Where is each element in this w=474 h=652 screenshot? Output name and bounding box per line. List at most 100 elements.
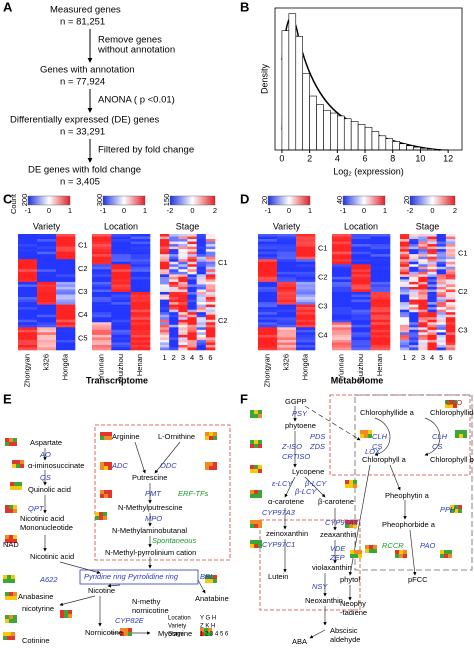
label: α-iminosuccinate — [28, 461, 84, 470]
heatmap-cell — [92, 305, 112, 308]
heatmap-cell — [446, 325, 455, 328]
heatmap-cell — [409, 252, 418, 255]
heatmap-cell — [111, 337, 131, 340]
heatmap-cell — [188, 259, 197, 262]
heatmap-cell — [206, 289, 215, 292]
heatmap-cell — [178, 267, 187, 270]
heatmap-cell — [188, 335, 197, 338]
heatmap-cell — [197, 289, 206, 292]
tile-cell — [99, 516, 103, 520]
heatmap-cell — [258, 345, 277, 348]
hist-bar — [400, 144, 407, 150]
heatmap-cell — [258, 234, 277, 237]
heatmap-cell — [206, 317, 215, 320]
color-key — [343, 196, 385, 205]
heatmap-cell — [258, 312, 277, 315]
heat-tile — [95, 512, 107, 520]
heatmap-cell — [437, 325, 446, 328]
heatmap-cell — [418, 295, 427, 298]
label: Chlorophyllide a — [360, 408, 415, 417]
heatmap-cell — [371, 269, 391, 272]
heatmap-cell — [206, 272, 215, 275]
heatmap-cell — [160, 310, 169, 313]
heatmap-cell — [437, 264, 446, 267]
heatmap-cell — [92, 254, 112, 257]
tile-cell — [7, 632, 11, 636]
heatmap-cell — [446, 239, 455, 242]
heatmap-cell — [371, 247, 391, 250]
label: Chlorophyllide b — [430, 408, 474, 417]
label: PPH — [440, 505, 456, 514]
heatmap-cell — [296, 330, 315, 333]
x-tick-label: 6 — [363, 153, 368, 163]
heatmap-cell — [332, 257, 352, 260]
heatmap-cell — [400, 302, 409, 305]
heatmap-cell — [160, 272, 169, 275]
tile-cell — [209, 432, 213, 436]
heatmap-cell — [178, 234, 187, 237]
heatmap-cell — [332, 315, 352, 318]
heatmap-cell — [160, 335, 169, 338]
heatmap-cell — [400, 277, 409, 280]
heatmap-cell — [351, 264, 371, 267]
heatmap-cell — [296, 264, 315, 267]
heatmap-cell — [56, 302, 75, 305]
heatmap-cell — [131, 315, 151, 318]
heatmap-cell — [277, 347, 296, 350]
heatmap-cell — [418, 297, 427, 300]
heatmap-cell — [371, 325, 391, 328]
heatmap-cell — [351, 300, 371, 303]
heatmap-cell — [446, 272, 455, 275]
heatmap-cell — [332, 312, 352, 315]
heatmap-cell — [197, 287, 206, 290]
heatmap-cell — [188, 337, 197, 340]
heatmap-cell — [111, 342, 131, 345]
heatmap-cell — [400, 247, 409, 250]
label: α-carotene — [268, 497, 304, 506]
heatmap-cell — [296, 247, 315, 250]
heatmap-cell — [277, 239, 296, 242]
heatmap-cell — [169, 289, 178, 292]
tile-cell — [16, 464, 20, 468]
tile-cell — [254, 440, 258, 444]
heatmap-cell — [206, 244, 215, 247]
heatmap-cell — [92, 292, 112, 295]
heatmap-cell — [169, 262, 178, 265]
heatmap-cell — [56, 312, 75, 315]
heatmap-cell — [169, 317, 178, 320]
heatmap-cell — [446, 264, 455, 267]
heatmap-cell — [332, 302, 352, 305]
heatmap-cell — [131, 234, 151, 237]
heatmap-cell — [418, 312, 427, 315]
label: CYP82E — [115, 616, 145, 625]
heatmap-cell — [371, 310, 391, 313]
heatmap-cell — [160, 274, 169, 277]
heatmap-cell — [56, 322, 75, 325]
label: Measured genes — [50, 5, 121, 16]
heatmap-cell — [446, 345, 455, 348]
heatmap-cell — [206, 252, 215, 255]
heatmap-cell — [351, 284, 371, 287]
heatmap-cell — [131, 302, 151, 305]
heatmap-cell — [296, 272, 315, 275]
heatmap-cell — [206, 325, 215, 328]
heatmap-cell — [188, 312, 197, 315]
heatmap-cell — [111, 317, 131, 320]
tile-cell — [250, 440, 254, 444]
heatmap-cell — [351, 305, 371, 308]
heatmap-cell — [18, 274, 37, 277]
heatmap-cell — [258, 242, 277, 245]
heatmap-cell — [111, 259, 131, 262]
heatmap-cell — [37, 257, 56, 260]
heatmap-cell — [206, 274, 215, 277]
heatmap-cell — [206, 305, 215, 308]
tile-cell — [345, 480, 349, 484]
heatmap-cell — [351, 347, 371, 350]
heatmap-cell — [56, 332, 75, 335]
heatmap-cell — [92, 282, 112, 285]
heatmap-cell — [169, 315, 178, 318]
heatmap-cell — [446, 249, 455, 252]
heatmap-cell — [131, 322, 151, 325]
heatmap-cell — [277, 267, 296, 270]
heatmap-cell — [37, 244, 56, 247]
